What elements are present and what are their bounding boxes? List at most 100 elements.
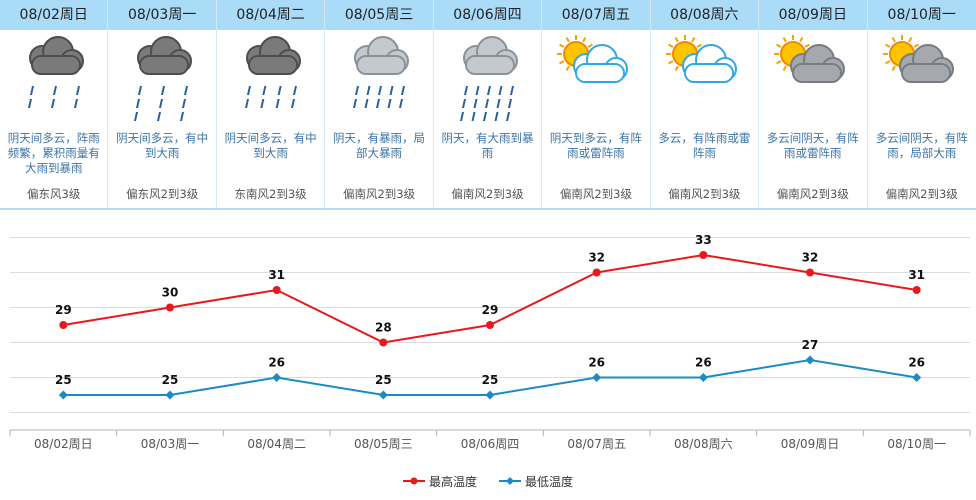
forecast-description: 多云，有阵雨或雷阵雨 <box>658 131 751 160</box>
x-tick-label: 08/08周六 <box>674 437 733 451</box>
forecast-wind: 偏南风2到3级 <box>559 187 632 201</box>
low-temp-point[interactable] <box>912 373 922 382</box>
data-label: 25 <box>55 373 72 387</box>
high-temp-point[interactable] <box>592 268 601 277</box>
x-tick-label: 08/07周五 <box>567 437 626 451</box>
forecast-description: 多云间阴天，有阵雨，局部大雨 <box>875 131 968 160</box>
forecast-wind: 东南风2到3级 <box>234 187 307 201</box>
high-temp-point[interactable] <box>59 321 68 329</box>
data-label: 26 <box>268 356 285 370</box>
low-temp-point[interactable] <box>272 373 282 382</box>
high-temp-point[interactable] <box>486 321 494 329</box>
legend-item-high[interactable]: 最高温度 <box>402 473 477 490</box>
forecast-description: 阴天，有大雨到暴雨 <box>441 131 534 160</box>
data-label: 33 <box>695 233 712 247</box>
partly-cloudy-icon <box>557 35 629 83</box>
low-temp-point[interactable] <box>165 390 175 400</box>
forecast-day: 08/09周日 多云间阴天，有阵雨或雷阵雨偏南风2到3级 <box>759 0 868 208</box>
temperature-chart: 08/02周日 08/03周一 08/04周二 08/05周三 08/06周四 08/07… <box>9 233 971 451</box>
data-label: 29 <box>482 303 499 317</box>
forecast-panel: 08/02周日 阴天间多云，阵雨频繁，累积雨量有大雨到暴雨 偏东风3级 08/03周一… <box>0 0 976 210</box>
forecast-wind: 偏南风2到3级 <box>342 187 416 201</box>
forecast-day: 08/07周五 阴天到多云，有阵雨或雷阵雨偏南风2到3级 <box>542 0 651 208</box>
high-temp-point[interactable] <box>699 251 708 259</box>
forecast-day: 08/04周二 阴天间多云，有中到大雨东南风2到3级 <box>216 0 326 208</box>
forecast-date: 08/07周五 <box>542 0 650 30</box>
forecast-day: 08/03周一 阴天间多云，有中到大雨偏东风2到3级 <box>108 0 217 208</box>
low-temp-point[interactable] <box>805 355 815 365</box>
forecast-day: 08/05周三 阴天，有暴雨，局部大暴雨偏南风2到3级 <box>325 0 434 208</box>
forecast-date: 08/04周二 <box>216 0 325 30</box>
data-label: 25 <box>162 373 179 387</box>
legend-low-marker-icon <box>499 477 521 485</box>
forecast-day: 08/06周四 阴天，有大雨到暴雨偏南风2到3级 <box>433 0 543 208</box>
x-tick-label: 08/10周一 <box>887 437 946 451</box>
thundershower-icon <box>28 36 84 108</box>
low-temp-point[interactable] <box>485 390 495 400</box>
forecast-wind: 偏东风2到3级 <box>126 187 199 201</box>
forecast-wind: 偏南风2到3级 <box>776 187 849 201</box>
x-tick-label: 08/02周日 <box>34 437 93 451</box>
high-temp-point[interactable] <box>272 286 281 294</box>
forecast-description: 多云间阴天，有阵雨或雷阵雨 <box>766 131 859 160</box>
rainstorm-icon <box>353 36 410 108</box>
forecast-date: 08/08周六 <box>650 0 759 30</box>
heavy-rain-icon <box>134 36 193 121</box>
forecast-date: 08/03周一 <box>108 0 216 30</box>
forecast-date: 08/09周日 <box>759 0 867 30</box>
cloudy-sun-icon <box>882 35 954 83</box>
heavy-rainstorm-icon <box>459 36 518 121</box>
data-label: 26 <box>588 356 605 370</box>
data-label: 27 <box>802 338 819 352</box>
data-label: 30 <box>162 286 179 300</box>
low-temp-point[interactable] <box>592 373 602 382</box>
data-label: 31 <box>268 268 285 282</box>
data-label: 25 <box>482 373 499 387</box>
forecast-description: 阴天间多云，阵雨频繁，累积雨量有大雨到暴雨 <box>7 131 100 175</box>
forecast-wind: 偏东风3级 <box>27 187 81 201</box>
low-temp-point[interactable] <box>698 373 708 382</box>
data-label: 25 <box>375 373 392 387</box>
x-tick-label: 08/05周三 <box>354 437 413 451</box>
data-label: 26 <box>695 356 712 370</box>
forecast-day: 08/02周日阴天间多云，阵雨频繁，累积雨量有大雨到暴雨偏东风3级 <box>0 0 109 208</box>
legend-item-low[interactable]: 最低温度 <box>499 473 573 490</box>
high-temp-point[interactable] <box>806 268 814 277</box>
x-tick-label: 08/06周四 <box>461 437 520 451</box>
moderate-rain-icon <box>244 36 301 108</box>
forecast-wind: 偏南风2到3级 <box>451 187 524 201</box>
forecast-description: 阴天间多云，有中到大雨 <box>224 131 317 160</box>
forecast-day: 08/10周一 多云间阴天，有阵雨，局部大雨偏南风2到3级 <box>867 0 976 208</box>
forecast-wind: 偏南风2到3级 <box>885 187 958 201</box>
chart-legend: 最高温度 最低温度 <box>0 470 976 492</box>
x-tick-label: 08/09周日 <box>781 437 840 451</box>
forecast-day: 08/08周六 多云，有阵雨或雷阵雨偏南风2到3级 <box>650 0 760 208</box>
forecast-date: 08/02周日 <box>0 0 108 30</box>
low-temp-point[interactable] <box>378 390 388 400</box>
x-tick-label: 08/04周二 <box>247 437 306 451</box>
data-label: 32 <box>802 251 819 265</box>
data-label: 31 <box>908 268 925 282</box>
partly-cloudy-icon <box>665 35 737 83</box>
cloudy-sun-icon <box>774 35 846 83</box>
series-line-high <box>63 253 917 344</box>
forecast-description: 阴天到多云，有阵雨或雷阵雨 <box>549 131 642 160</box>
data-label: 32 <box>588 251 605 265</box>
low-temp-point[interactable] <box>58 390 68 400</box>
legend-high-marker-icon <box>402 477 425 485</box>
legend-high-label: 最高温度 <box>428 474 477 489</box>
forecast-date: 08/05周三 <box>325 0 433 30</box>
x-tick-label: 08/03周一 <box>141 437 200 451</box>
data-label: 29 <box>55 303 72 317</box>
forecast-description: 阴天间多云，有中到大雨 <box>116 131 209 160</box>
high-temp-point[interactable] <box>912 286 921 294</box>
high-temp-point[interactable] <box>166 303 174 312</box>
data-label: 26 <box>908 356 925 370</box>
forecast-description: 阴天，有暴雨，局部大暴雨 <box>333 131 426 160</box>
forecast-date: 08/06周四 <box>433 0 542 30</box>
forecast-date: 08/10周一 <box>867 0 976 30</box>
data-label: 28 <box>375 321 392 335</box>
high-temp-point[interactable] <box>379 338 388 347</box>
legend-low-label: 最低温度 <box>525 474 574 489</box>
forecast-wind: 偏南风2到3级 <box>668 187 741 201</box>
